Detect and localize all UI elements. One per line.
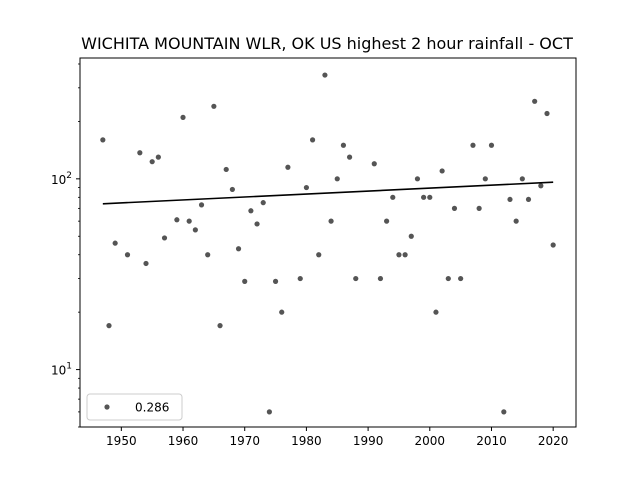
data-point	[316, 252, 322, 258]
data-point	[112, 240, 118, 246]
data-point	[501, 409, 507, 415]
data-point	[137, 150, 143, 156]
x-tick-label: 2010	[476, 434, 507, 448]
x-tick-label: 1980	[291, 434, 322, 448]
data-point	[408, 233, 414, 239]
chart-title: WICHITA MOUNTAIN WLR, OK US highest 2 ho…	[81, 34, 573, 53]
data-point	[396, 252, 402, 258]
data-point	[445, 275, 451, 282]
data-point	[507, 196, 513, 203]
data-point	[242, 278, 248, 284]
data-point	[421, 194, 427, 200]
data-point	[254, 221, 260, 227]
data-point	[371, 161, 377, 167]
data-point	[433, 309, 439, 315]
data-point	[334, 176, 340, 182]
data-point	[266, 409, 272, 415]
data-point	[476, 205, 482, 211]
data-point	[550, 242, 556, 248]
data-point	[279, 309, 285, 315]
data-point	[211, 103, 217, 109]
data-point	[235, 246, 242, 252]
data-point	[488, 142, 495, 148]
data-point	[353, 275, 359, 282]
data-point	[439, 168, 445, 174]
trend-line	[102, 181, 554, 205]
data-point	[458, 275, 464, 282]
points-layer	[100, 72, 556, 415]
data-point	[513, 218, 519, 224]
data-point	[384, 218, 390, 224]
data-point	[155, 154, 161, 160]
data-point	[124, 252, 131, 258]
data-point	[285, 164, 291, 170]
data-point	[482, 176, 488, 182]
data-point	[223, 166, 229, 173]
data-point	[544, 110, 550, 117]
data-point	[174, 217, 180, 223]
data-point	[205, 252, 211, 258]
data-point	[451, 205, 458, 211]
data-point	[272, 278, 279, 284]
axes-frame	[79, 57, 577, 428]
legend-marker	[104, 404, 110, 410]
data-point	[532, 98, 538, 104]
x-tick-label: 1960	[168, 434, 199, 448]
data-point	[402, 252, 408, 258]
data-point	[322, 72, 328, 78]
x-tick-label: 2020	[538, 434, 569, 448]
data-point	[340, 142, 347, 148]
legend: 0.286	[86, 393, 183, 421]
y-tick-label: 101	[51, 362, 72, 378]
data-point	[519, 176, 525, 182]
x-tick-label: 1950	[106, 434, 137, 448]
data-point	[143, 260, 149, 267]
data-point	[390, 194, 396, 200]
data-point	[377, 275, 384, 282]
data-point	[538, 183, 544, 189]
data-point	[180, 114, 186, 120]
data-point	[100, 137, 106, 143]
legend-label: 0.286	[135, 401, 169, 415]
data-point	[192, 227, 198, 233]
data-point	[217, 323, 223, 329]
data-point	[427, 194, 433, 200]
data-point	[328, 218, 334, 224]
legend-box	[86, 393, 183, 421]
data-point	[525, 196, 532, 203]
data-point	[414, 176, 421, 182]
y-tick-label: 102	[51, 171, 72, 187]
x-tick-label: 1970	[229, 434, 260, 448]
data-point	[309, 137, 316, 143]
axes-layer: 1950 1960 1970 1980 1990 2000 2010 2020 101 102	[51, 57, 577, 448]
data-point	[186, 218, 192, 224]
trend-layer	[102, 181, 554, 205]
data-point	[297, 275, 303, 282]
data-point	[106, 323, 112, 329]
data-point	[229, 186, 235, 193]
data-point	[260, 200, 266, 206]
data-point	[303, 184, 310, 191]
data-point	[346, 154, 353, 160]
data-point	[248, 208, 254, 214]
x-tick-label: 2000	[415, 434, 446, 448]
data-point	[161, 235, 168, 241]
data-point	[470, 142, 476, 148]
data-point	[149, 159, 155, 165]
x-tick-label: 1990	[353, 434, 384, 448]
data-point	[198, 202, 205, 208]
